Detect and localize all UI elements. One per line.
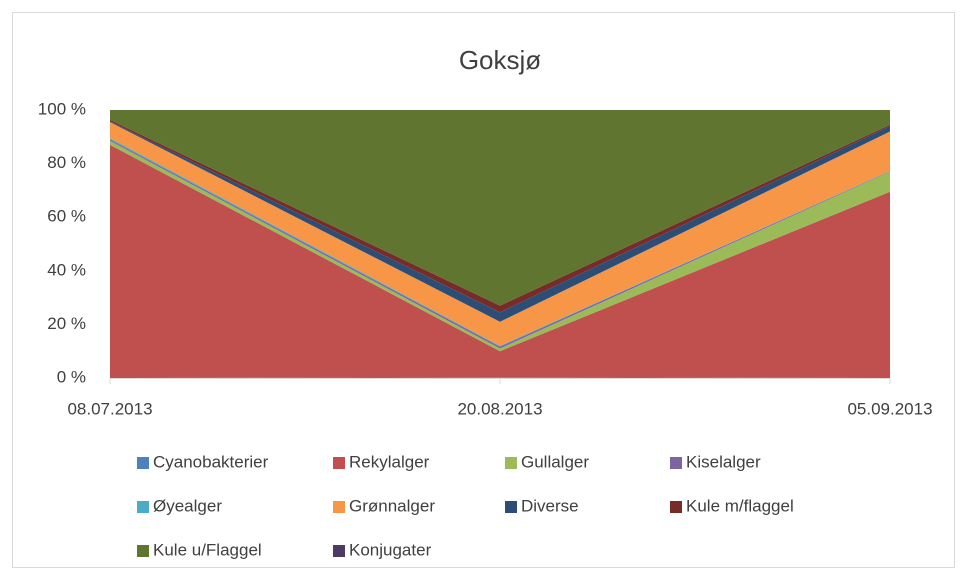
y-tick-label: 40 % [47, 260, 86, 279]
chart-title: Goksjø [459, 45, 541, 75]
x-tick-label: 08.07.2013 [67, 399, 152, 418]
legend-label: Kiselalger [686, 452, 761, 471]
legend-swatch [137, 545, 149, 557]
y-tick-label: 20 % [47, 314, 86, 333]
legend-swatch [505, 457, 517, 469]
area [110, 110, 890, 306]
y-tick-label: 100 % [38, 99, 86, 118]
area [110, 140, 890, 352]
legend-label: Kule m/flaggel [686, 496, 794, 515]
area [110, 377, 890, 378]
area [110, 144, 890, 378]
y-tick-label: 60 % [47, 207, 86, 226]
legend-swatch [670, 457, 682, 469]
legend-label: Øyealger [153, 496, 222, 515]
legend-label: Rekylalger [349, 452, 430, 471]
legend-swatch [333, 501, 345, 513]
legend-swatch [137, 501, 149, 513]
legend-swatch [670, 501, 682, 513]
legend-label: Gullalger [521, 452, 589, 471]
area [110, 122, 890, 346]
legend-label: Grønnalger [349, 496, 435, 515]
legend-label: Kule u/Flaggel [153, 540, 262, 559]
y-tick-label: 0 % [57, 367, 86, 386]
x-tick-label: 05.09.2013 [847, 399, 932, 418]
legend-swatch [505, 501, 517, 513]
legend-swatch [333, 457, 345, 469]
legend-label: Diverse [521, 496, 579, 515]
legend-swatch [137, 457, 149, 469]
x-tick-label: 20.08.2013 [457, 399, 542, 418]
y-tick-label: 80 % [47, 153, 86, 172]
legend-swatch [333, 545, 345, 557]
legend-label: Cyanobakterier [153, 452, 269, 471]
legend-label: Konjugater [349, 540, 432, 559]
